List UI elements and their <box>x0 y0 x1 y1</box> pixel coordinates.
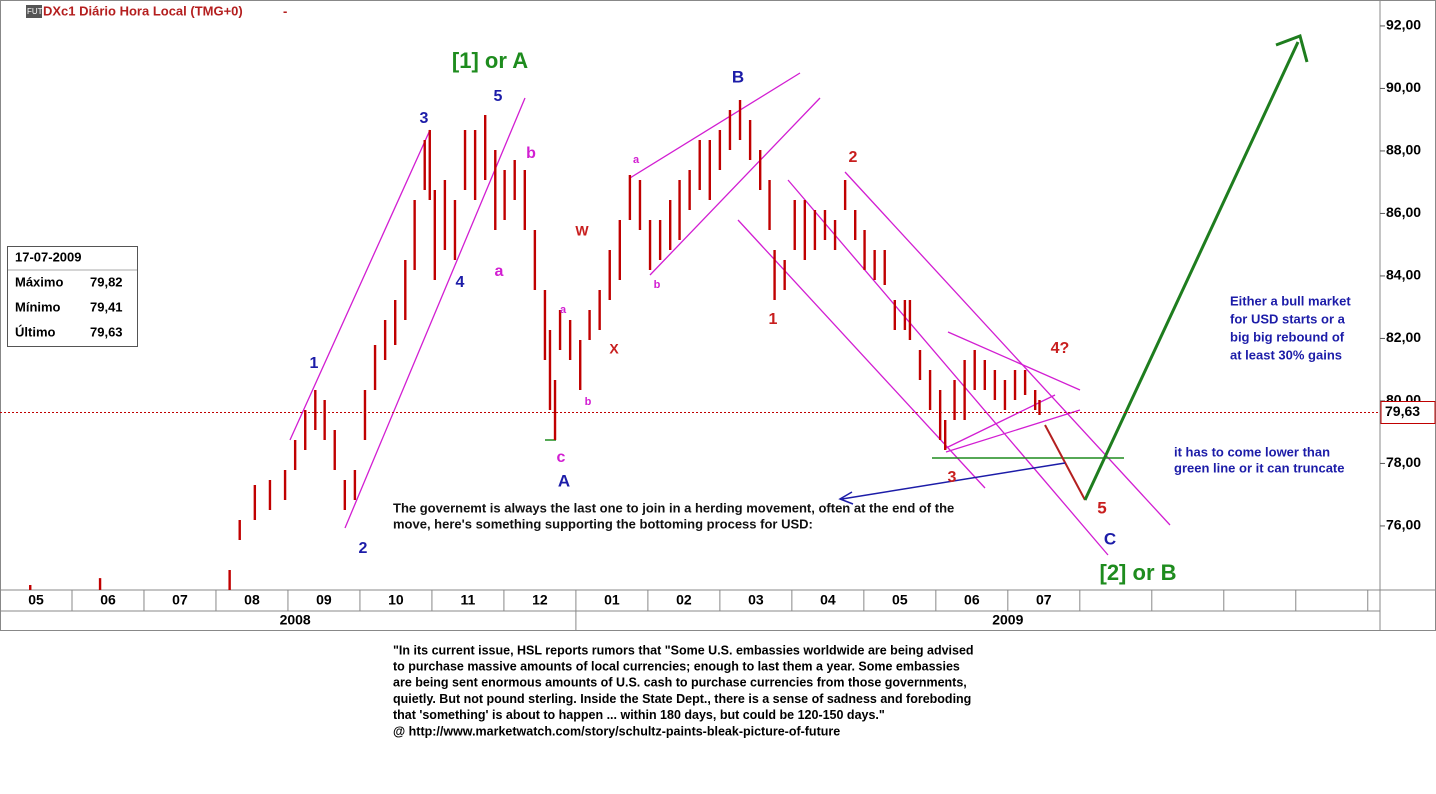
month-label: 03 <box>748 592 764 608</box>
month-label: 01 <box>604 592 620 608</box>
month-label: 06 <box>100 592 116 608</box>
caption-line: "In its current issue, HSL reports rumor… <box>393 643 974 657</box>
wave-label: 1 <box>310 355 319 372</box>
icon-text: FUT <box>27 7 43 16</box>
arrow-head <box>1275 34 1309 63</box>
month-label: 08 <box>244 592 260 608</box>
y-tick-label: 88,00 <box>1386 142 1421 158</box>
info-name: Mínimo <box>15 299 61 314</box>
info-value: 79,63 <box>90 324 123 339</box>
wave-label: [2] or B <box>1100 560 1177 585</box>
info-box <box>7 246 138 347</box>
wave-label: [1] or A <box>452 48 528 73</box>
month-label: 12 <box>532 592 548 608</box>
wave-label: C <box>1104 529 1116 548</box>
caption-line: that 'something' is about to happen ... … <box>393 708 885 722</box>
y-tick-label: 92,00 <box>1386 17 1421 33</box>
month-label: 06 <box>964 592 980 608</box>
note: green line or it can truncate <box>1174 460 1345 475</box>
channel-line <box>737 219 986 489</box>
channels <box>289 72 1171 556</box>
wave-label: a <box>560 304 567 316</box>
channel-line <box>787 179 1109 556</box>
month-label: 11 <box>461 592 476 608</box>
wave-label: 4? <box>1051 340 1070 357</box>
month-label: 07 <box>1036 592 1052 608</box>
note: at least 30% gains <box>1230 347 1342 362</box>
wave-label: a <box>633 154 640 166</box>
y-tick-label: 82,00 <box>1386 329 1421 345</box>
wave-label: b <box>585 396 592 408</box>
wave-label: b <box>654 279 661 291</box>
caption-line: to purchase massive amounts of local cur… <box>393 659 960 673</box>
wave-label: 5 <box>1097 498 1106 517</box>
info-value: 79,41 <box>90 299 123 314</box>
month-label: 10 <box>388 592 404 608</box>
projection-arrow <box>1083 41 1300 501</box>
projection <box>1044 424 1086 501</box>
channel-line <box>629 72 801 179</box>
month-label: 07 <box>172 592 188 608</box>
chart-title: DXc1 Diário Hora Local (TMG+0) <box>43 3 243 18</box>
channel-line <box>945 394 1056 449</box>
y-tick-label: 78,00 <box>1386 454 1421 470</box>
channel-line <box>947 331 1081 391</box>
info-name: Máximo <box>15 274 63 289</box>
wave-label: 3 <box>948 469 957 486</box>
wave-label: X <box>609 341 619 357</box>
wave-label: c <box>557 449 566 466</box>
note: The governemt is always the last one to … <box>393 500 954 515</box>
wave-label: 3 <box>420 110 429 127</box>
wave-label: 2 <box>849 149 858 166</box>
month-label: 05 <box>892 592 908 608</box>
pointer-arrow <box>841 462 1066 500</box>
month-label: 04 <box>820 592 836 608</box>
last-price-label: 79,63 <box>1385 403 1420 419</box>
title-menu[interactable]: - <box>283 3 287 18</box>
note: move, here's something supporting the bo… <box>393 516 813 531</box>
month-label: 02 <box>676 592 692 608</box>
note: it has to come lower than <box>1174 444 1330 459</box>
info-value: 79,82 <box>90 274 123 289</box>
note: Either a bull market <box>1230 293 1351 308</box>
channel-line <box>945 409 1081 453</box>
channel-line <box>844 171 1171 526</box>
last-price-box <box>1380 401 1436 424</box>
wave-label: 1 <box>769 311 778 328</box>
caption-line: quietly. But not pound sterling. Inside … <box>393 692 971 706</box>
wave-label: 4 <box>456 274 465 291</box>
frame <box>0 0 1436 631</box>
channel-line <box>649 97 821 276</box>
month-label: 09 <box>316 592 332 608</box>
caption-line: @ http://www.marketwatch.com/story/schul… <box>393 724 840 738</box>
info-date: 17-07-2009 <box>15 249 82 264</box>
month-label: 05 <box>28 592 44 608</box>
y-tick-label: 86,00 <box>1386 204 1421 220</box>
channel-line <box>289 129 431 441</box>
wave-label: a <box>495 263 504 280</box>
arrow-head <box>838 491 854 505</box>
icon <box>26 5 42 18</box>
wave-label: W <box>575 223 589 239</box>
year-label: 2008 <box>280 612 311 628</box>
wave-label: B <box>732 67 744 86</box>
y-tick-label: 90,00 <box>1386 79 1421 95</box>
wave-label: b <box>526 145 536 162</box>
y-tick-label: 76,00 <box>1386 517 1421 533</box>
note: for USD starts or a <box>1230 311 1346 326</box>
info-name: Último <box>15 324 56 339</box>
wave-label: A <box>558 471 570 490</box>
note: big big rebound of <box>1230 329 1345 344</box>
wave-label: 5 <box>494 88 503 105</box>
y-tick-label: 84,00 <box>1386 267 1421 283</box>
wave-label: 2 <box>359 540 368 557</box>
year-label: 2009 <box>992 612 1023 628</box>
caption-line: are being sent enormous amounts of U.S. … <box>393 676 967 690</box>
